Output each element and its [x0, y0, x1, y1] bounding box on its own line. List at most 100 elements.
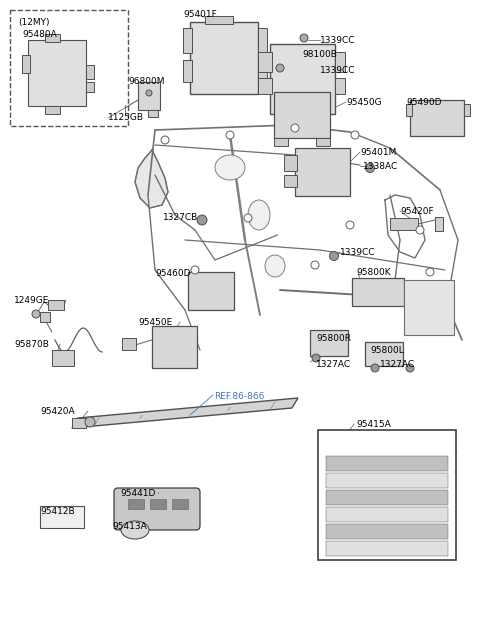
- Bar: [352, 278, 404, 306]
- Bar: [316, 138, 330, 146]
- Bar: [406, 104, 412, 116]
- Text: 95441D: 95441D: [120, 489, 156, 498]
- Bar: [10, 10, 128, 126]
- Text: 95413A: 95413A: [112, 522, 147, 531]
- Bar: [258, 52, 272, 72]
- Bar: [28, 40, 86, 106]
- Text: 95401F: 95401F: [183, 10, 217, 19]
- Bar: [190, 22, 258, 94]
- Bar: [326, 524, 448, 539]
- Bar: [86, 82, 94, 92]
- Bar: [183, 60, 192, 82]
- Bar: [172, 499, 188, 509]
- Text: 1338AC: 1338AC: [363, 162, 398, 171]
- Circle shape: [85, 417, 95, 427]
- Text: 96800M: 96800M: [128, 77, 165, 86]
- Bar: [22, 55, 30, 73]
- Bar: [274, 138, 288, 146]
- Bar: [274, 92, 330, 138]
- Bar: [270, 44, 335, 114]
- Ellipse shape: [265, 255, 285, 277]
- Bar: [284, 155, 297, 171]
- Bar: [464, 104, 470, 116]
- Bar: [138, 82, 160, 110]
- Circle shape: [406, 364, 414, 372]
- Bar: [188, 272, 234, 310]
- Text: 95420A: 95420A: [40, 407, 74, 416]
- Bar: [335, 52, 345, 72]
- Circle shape: [311, 261, 319, 269]
- Bar: [52, 350, 74, 366]
- Text: 95450G: 95450G: [346, 98, 382, 107]
- Bar: [152, 326, 197, 368]
- Bar: [284, 175, 297, 187]
- Bar: [326, 473, 448, 488]
- Text: 1249GE: 1249GE: [14, 296, 49, 305]
- Text: 95870B: 95870B: [14, 340, 49, 349]
- Bar: [40, 506, 84, 528]
- Bar: [150, 499, 166, 509]
- Circle shape: [416, 226, 424, 234]
- Ellipse shape: [248, 200, 270, 230]
- Bar: [390, 218, 418, 230]
- Text: 1339CC: 1339CC: [320, 36, 356, 45]
- Text: 1327AC: 1327AC: [316, 360, 351, 369]
- Circle shape: [365, 163, 374, 173]
- Bar: [326, 541, 448, 556]
- Text: 95460D: 95460D: [155, 269, 191, 278]
- FancyBboxPatch shape: [114, 488, 200, 530]
- Bar: [72, 418, 86, 428]
- Polygon shape: [72, 398, 298, 428]
- Text: 1339CC: 1339CC: [340, 248, 375, 257]
- Bar: [310, 330, 348, 356]
- Text: 95800L: 95800L: [370, 346, 404, 355]
- Text: 98100B: 98100B: [302, 50, 337, 59]
- Text: 95401M: 95401M: [360, 148, 396, 157]
- Bar: [258, 28, 267, 53]
- Bar: [326, 456, 448, 471]
- Polygon shape: [135, 150, 168, 208]
- Bar: [258, 78, 272, 94]
- Bar: [40, 312, 50, 322]
- Circle shape: [146, 90, 152, 96]
- Circle shape: [191, 266, 199, 274]
- Bar: [258, 60, 267, 82]
- Text: (12MY): (12MY): [18, 18, 49, 27]
- Bar: [410, 100, 464, 136]
- Text: 1327AC: 1327AC: [380, 360, 415, 369]
- Bar: [435, 217, 443, 231]
- Bar: [205, 16, 233, 24]
- Circle shape: [276, 64, 284, 72]
- Bar: [48, 300, 64, 310]
- Bar: [404, 280, 454, 335]
- Circle shape: [161, 136, 169, 144]
- Bar: [45, 106, 60, 114]
- Circle shape: [346, 221, 354, 229]
- Bar: [326, 490, 448, 505]
- Bar: [335, 78, 345, 94]
- Bar: [86, 65, 94, 79]
- Text: 1339CC: 1339CC: [320, 66, 356, 75]
- Text: 95450E: 95450E: [138, 318, 172, 327]
- Bar: [122, 338, 136, 350]
- Bar: [318, 430, 456, 560]
- Circle shape: [329, 251, 338, 261]
- Bar: [295, 148, 350, 196]
- Circle shape: [312, 354, 320, 362]
- Circle shape: [32, 310, 40, 318]
- Text: 95420F: 95420F: [400, 207, 433, 216]
- Text: 95800R: 95800R: [316, 334, 351, 343]
- Text: REF.86-866: REF.86-866: [214, 392, 264, 401]
- Text: 1327CB: 1327CB: [163, 213, 198, 222]
- Bar: [365, 342, 403, 366]
- Circle shape: [226, 131, 234, 139]
- Bar: [183, 28, 192, 53]
- Circle shape: [197, 215, 207, 225]
- Bar: [326, 507, 448, 522]
- Text: 1125GB: 1125GB: [108, 113, 144, 122]
- Circle shape: [371, 364, 379, 372]
- Text: 95415A: 95415A: [356, 420, 391, 429]
- Circle shape: [300, 34, 308, 42]
- Circle shape: [244, 214, 252, 222]
- Text: 95480A: 95480A: [22, 30, 57, 39]
